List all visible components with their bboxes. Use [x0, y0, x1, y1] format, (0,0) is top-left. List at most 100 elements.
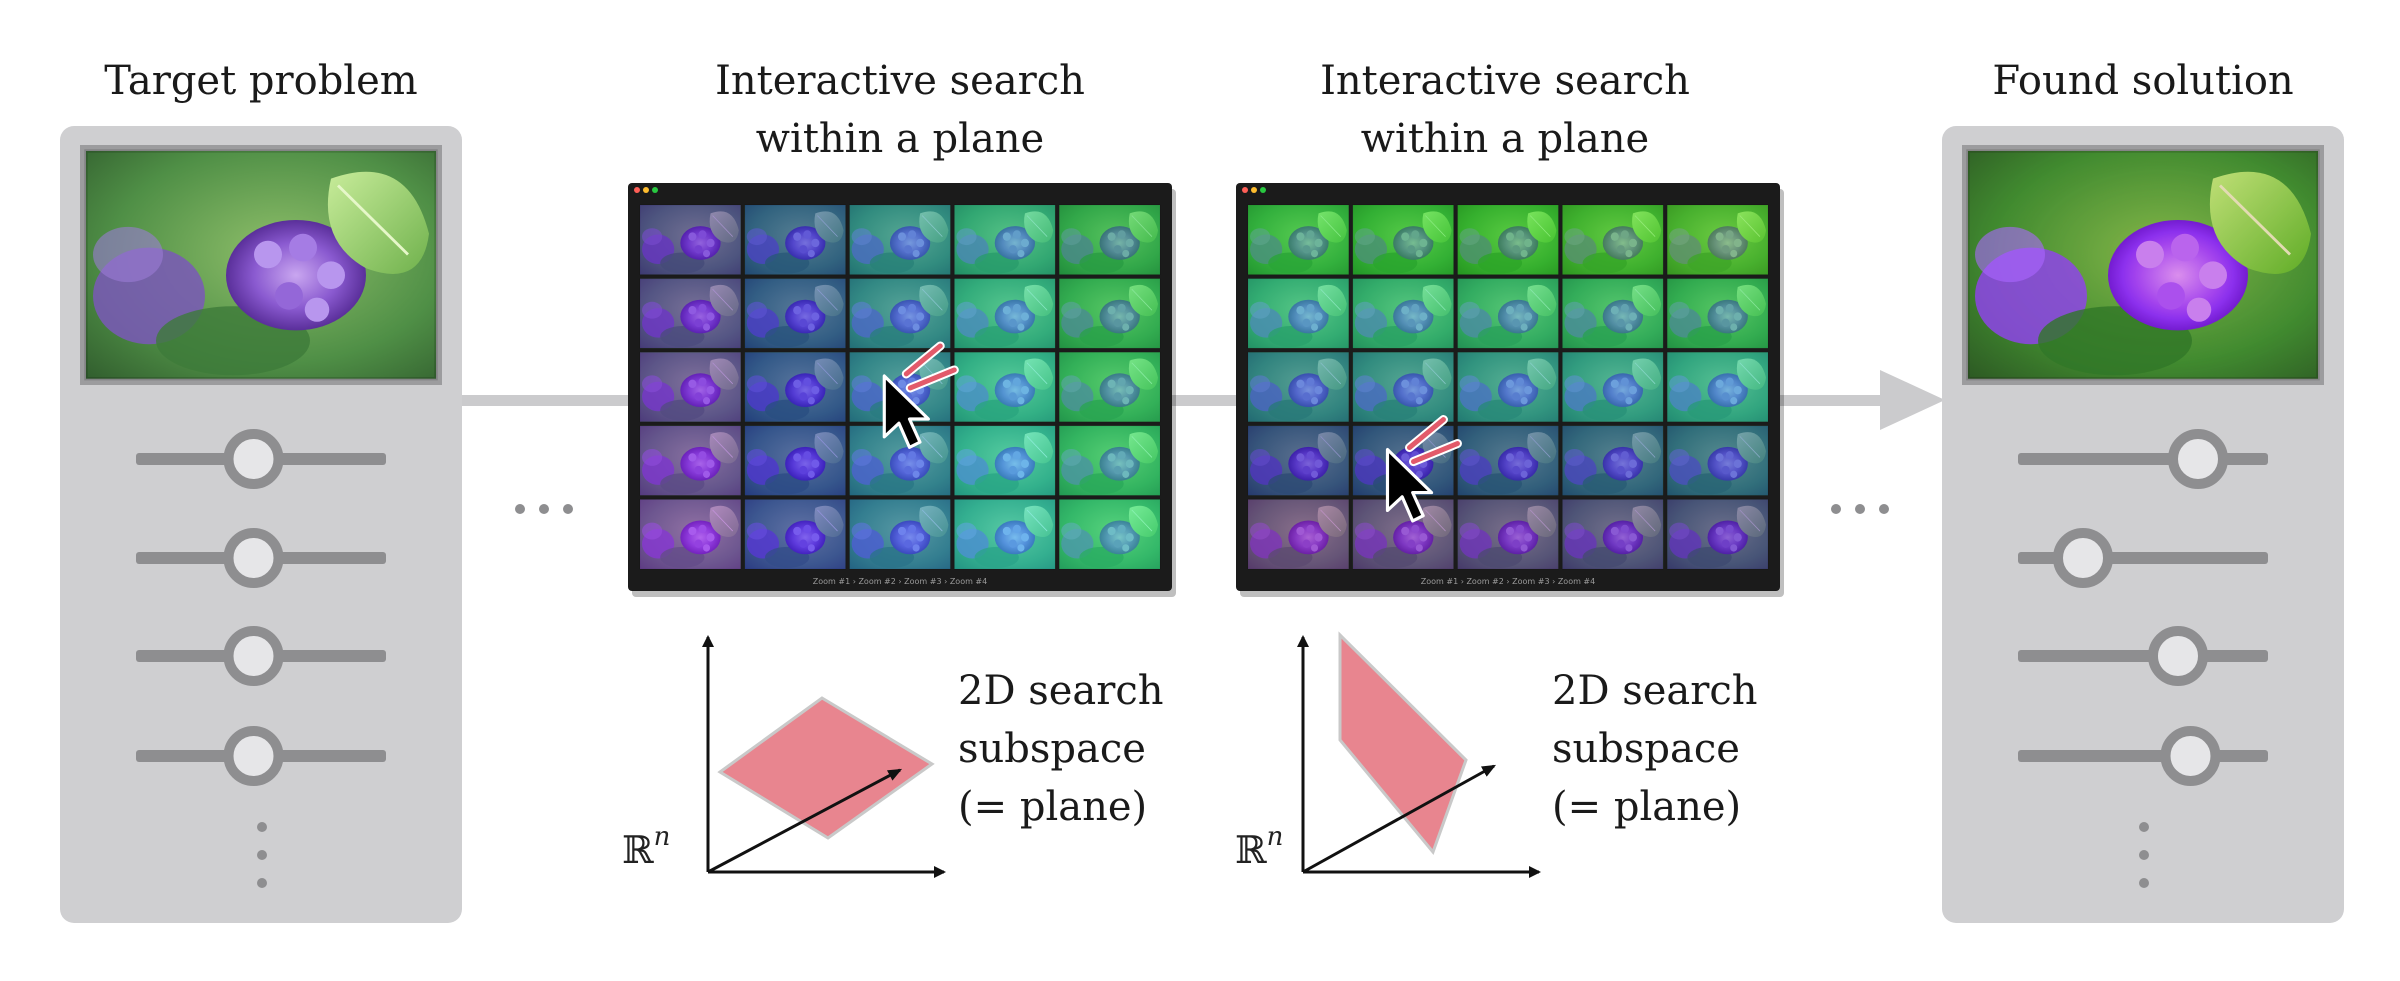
candidate-tile[interactable] — [1247, 204, 1350, 276]
window-dot-icon[interactable] — [634, 187, 640, 193]
candidate-tile[interactable] — [1247, 278, 1350, 349]
ellipsis-icon — [1831, 504, 1889, 514]
candidate-tile[interactable] — [1457, 498, 1559, 570]
candidate-tile[interactable] — [744, 425, 847, 496]
window-dot-icon[interactable] — [652, 187, 658, 193]
search-window-2-title: Interactive search within a plane — [1225, 52, 1785, 168]
candidate-tile[interactable] — [1666, 351, 1769, 423]
candidate-tile[interactable] — [1247, 351, 1350, 423]
slider-knob[interactable] — [223, 429, 284, 489]
candidate-tile[interactable] — [849, 278, 951, 349]
candidate-tile[interactable] — [639, 425, 742, 496]
direction-vector — [707, 768, 903, 874]
slider[interactable] — [136, 626, 386, 686]
candidate-tile[interactable] — [953, 498, 1056, 570]
candidate-tile[interactable] — [639, 278, 742, 349]
candidate-tile[interactable] — [744, 351, 847, 423]
candidate-tile[interactable] — [1352, 351, 1455, 423]
candidate-tile[interactable] — [1666, 278, 1769, 349]
candidate-tile[interactable] — [1457, 278, 1559, 349]
candidate-tile[interactable] — [744, 278, 847, 349]
candidate-tile[interactable] — [1352, 204, 1455, 276]
slider-knob[interactable] — [2148, 626, 2208, 686]
window-dot-icon[interactable] — [1260, 187, 1266, 193]
candidate-tile[interactable] — [1561, 204, 1664, 276]
candidate-tile[interactable] — [1058, 425, 1161, 496]
candidate-tile[interactable] — [1561, 278, 1664, 349]
candidate-tile[interactable] — [953, 204, 1056, 276]
slider-knob[interactable] — [2160, 726, 2221, 786]
slider[interactable] — [136, 528, 386, 588]
window-dot-icon[interactable] — [1242, 187, 1248, 193]
title-line: Interactive search — [715, 58, 1085, 104]
candidate-tile[interactable] — [1561, 351, 1664, 423]
slider[interactable] — [136, 726, 386, 786]
target-problem-title: Target problem — [104, 58, 418, 104]
flow-arrow — [460, 370, 1945, 430]
target-sliders — [136, 429, 386, 786]
candidate-tile[interactable] — [849, 498, 951, 570]
candidate-tile[interactable] — [1058, 204, 1161, 276]
slider-knob[interactable] — [223, 528, 284, 588]
candidate-tile[interactable] — [1457, 204, 1559, 276]
candidate-tile[interactable] — [849, 204, 951, 276]
search-plane — [1338, 631, 1468, 855]
subspace-plot-2 — [1297, 631, 1541, 878]
candidate-tile[interactable] — [1058, 278, 1161, 349]
target-photo — [84, 149, 438, 381]
window-dot-icon[interactable] — [1251, 187, 1257, 193]
slider[interactable] — [2018, 626, 2268, 686]
candidate-tile[interactable] — [953, 278, 1056, 349]
ellipsis-icon — [515, 504, 573, 514]
slider[interactable] — [2018, 429, 2268, 489]
candidate-tile[interactable] — [1352, 498, 1455, 570]
slider-knob[interactable] — [2053, 528, 2113, 588]
candidate-tile[interactable] — [639, 498, 742, 570]
candidate-tile[interactable] — [1058, 351, 1161, 423]
candidate-tile[interactable] — [744, 204, 847, 276]
search-window-1 — [628, 183, 1176, 597]
solution-sliders — [2018, 429, 2268, 786]
subspace-line: 2D search — [958, 668, 1164, 714]
found-solution-title: Found solution — [1992, 58, 2294, 104]
candidate-tile[interactable] — [1666, 425, 1769, 496]
slider[interactable] — [2018, 726, 2268, 786]
candidate-tile[interactable] — [1247, 425, 1350, 496]
title-line: within a plane — [755, 116, 1045, 162]
subspace-line: (= plane) — [958, 784, 1148, 830]
candidate-tile[interactable] — [1352, 278, 1455, 349]
candidate-tile[interactable] — [1561, 498, 1664, 570]
space-symbol: ℝ — [622, 828, 654, 872]
space-exponent: n — [653, 822, 671, 852]
target-panel — [60, 126, 462, 923]
candidate-tile[interactable] — [953, 351, 1056, 423]
window-dot-icon[interactable] — [643, 187, 649, 193]
candidate-tile[interactable] — [1457, 351, 1559, 423]
search-plane — [717, 696, 935, 840]
candidate-tile[interactable] — [639, 204, 742, 276]
slider-knob[interactable] — [223, 626, 284, 686]
slider-knob[interactable] — [2168, 429, 2228, 489]
direction-vector — [1302, 764, 1497, 874]
candidate-tile[interactable] — [639, 351, 742, 423]
candidate-tile[interactable] — [1247, 498, 1350, 570]
vertical-ellipsis-icon — [2139, 822, 2149, 888]
slider-knob[interactable] — [223, 726, 284, 786]
candidate-tile[interactable] — [1666, 498, 1769, 570]
candidate-tile[interactable] — [744, 498, 847, 570]
slider[interactable] — [136, 429, 386, 489]
candidate-tile[interactable] — [953, 425, 1056, 496]
candidate-tile[interactable] — [1457, 425, 1559, 496]
search-window-1-title: Interactive search within a plane — [620, 52, 1180, 168]
subspace-line: (= plane) — [1552, 784, 1742, 830]
subspace-label-1: 2D search subspace (= plane) — [958, 662, 1164, 836]
slider-track — [2018, 650, 2268, 662]
candidate-tile[interactable] — [849, 425, 951, 496]
solution-photo — [1966, 149, 2320, 381]
candidate-tile[interactable] — [1058, 498, 1161, 570]
candidate-tile[interactable] — [1666, 204, 1769, 276]
candidate-tile[interactable] — [1561, 425, 1664, 496]
slider[interactable] — [2018, 528, 2268, 588]
